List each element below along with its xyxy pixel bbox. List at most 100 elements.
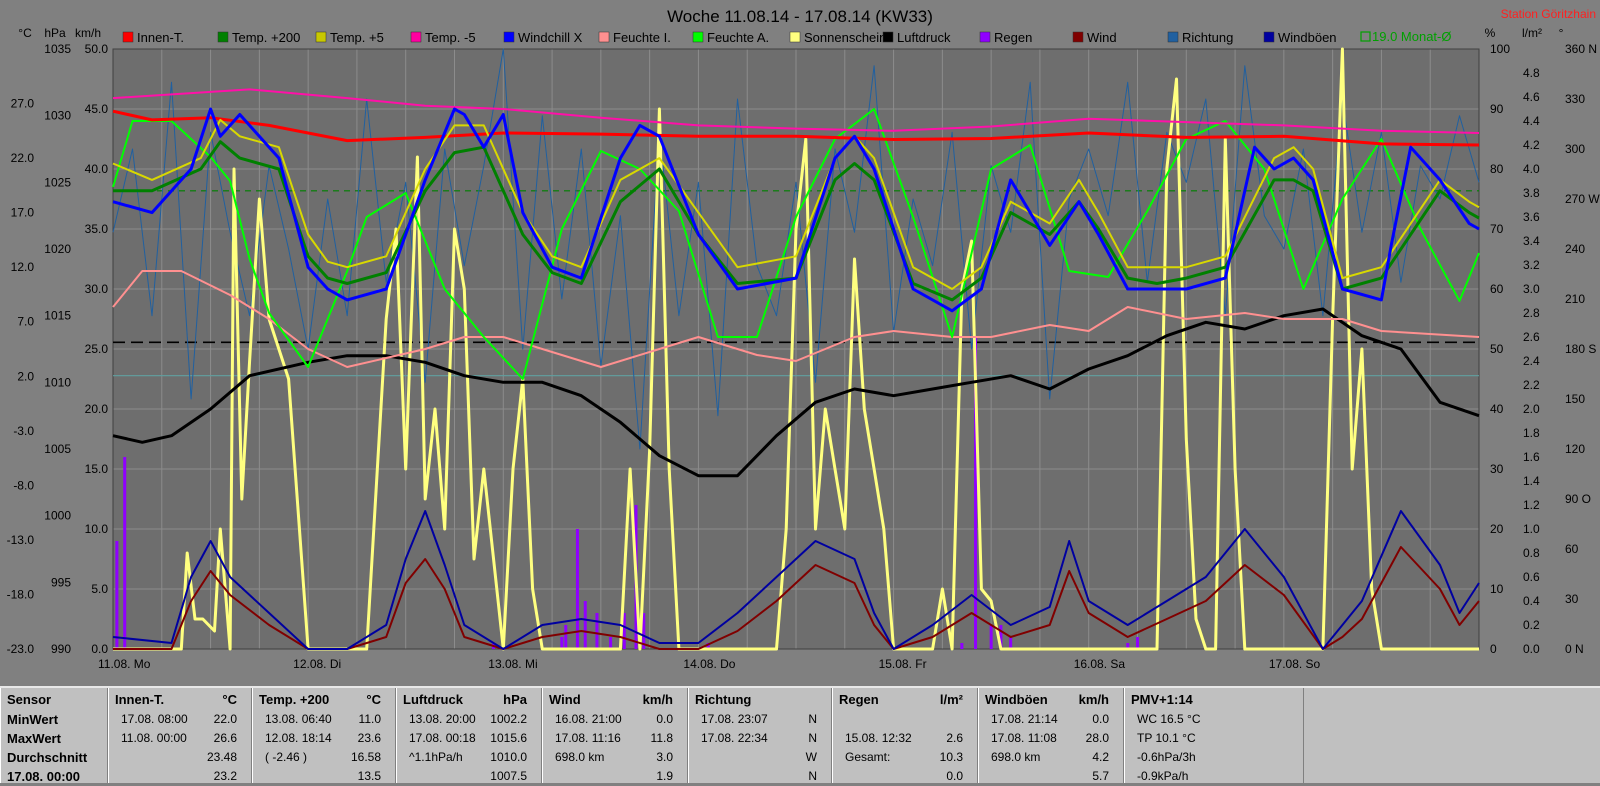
stats-row: 698.0 km 3.0 bbox=[549, 748, 681, 767]
axis-unit-rain: l/m² bbox=[1522, 26, 1542, 40]
stats-cell-value: 11.0 bbox=[358, 712, 381, 726]
legend-swatch bbox=[882, 31, 894, 43]
station-name: Station Göritzhain bbox=[1501, 7, 1596, 21]
rain-tick-label: 4.8 bbox=[1523, 66, 1540, 80]
stats-cell-label: -0.6hPa/3h bbox=[1137, 750, 1196, 764]
rain-bar bbox=[560, 637, 564, 649]
legend-label: Temp. +5 bbox=[330, 30, 384, 45]
stats-cell-value: 23.48 bbox=[206, 750, 237, 764]
stats-header: Richtung bbox=[695, 688, 825, 710]
stats-cell-label: 17.08. 00:18 bbox=[409, 731, 476, 745]
rain-bar bbox=[609, 637, 613, 649]
celsius-tick-label: -13.0 bbox=[7, 533, 35, 547]
stats-cell-label: 17.08. 23:07 bbox=[701, 712, 768, 726]
stats-cell-value: W bbox=[805, 750, 817, 764]
percent-tick-label: 30 bbox=[1490, 462, 1504, 476]
stats-cell-label: 698.0 km bbox=[555, 750, 605, 764]
stats-cell-label: ^1.1hPa/h bbox=[409, 750, 463, 764]
rain-tick-label: 4.6 bbox=[1523, 90, 1540, 104]
direction-tick-label: 240 bbox=[1565, 242, 1585, 256]
rain-bar bbox=[974, 337, 978, 649]
series-line-sonnenschein bbox=[113, 47, 1479, 651]
stats-cell-value: N bbox=[808, 712, 817, 726]
hpa-tick-label: 1000 bbox=[44, 509, 71, 523]
direction-tick-label: 90 O bbox=[1565, 492, 1591, 506]
rain-tick-label: 4.2 bbox=[1523, 138, 1540, 152]
legend-swatch bbox=[410, 31, 422, 43]
rain-bar bbox=[1126, 643, 1130, 649]
kmh-tick-label: 15.0 bbox=[85, 462, 109, 476]
series-line-feuchte-i bbox=[112, 270, 1480, 368]
stats-cell-value: 3.0 bbox=[656, 750, 673, 764]
statistics-panel: Sensor MinWert MaxWert Durchschnitt 17.0… bbox=[0, 686, 1600, 786]
percent-tick-label: 70 bbox=[1490, 222, 1504, 236]
legend-label: Feuchte A. bbox=[707, 30, 769, 45]
stats-cell-value: 22.0 bbox=[213, 712, 237, 726]
rain-tick-label: 1.8 bbox=[1523, 426, 1540, 440]
legend-label: Wind bbox=[1087, 30, 1117, 45]
percent-tick-label: 20 bbox=[1490, 522, 1504, 536]
direction-tick-label: 60 bbox=[1565, 542, 1579, 556]
kmh-tick-label: 50.0 bbox=[85, 42, 109, 56]
stats-row: 17.08. 22:34 N bbox=[695, 729, 825, 748]
stats-cell-value: 26.6 bbox=[213, 731, 237, 745]
stats-row: 23.48 bbox=[115, 748, 245, 767]
stats-cell-label: 698.0 km bbox=[991, 750, 1041, 764]
stats-row: 17.08. 08:00 22.0 bbox=[115, 710, 245, 729]
stats-header-unit: km/h bbox=[1078, 692, 1109, 707]
kmh-tick-label: 10.0 bbox=[85, 522, 109, 536]
stats-row: -0.6hPa/3h bbox=[1131, 748, 1297, 767]
direction-tick-label: 300 bbox=[1565, 142, 1585, 156]
axis-unit-direction: ° bbox=[1559, 26, 1564, 40]
legend-label: Innen-T. bbox=[137, 30, 184, 45]
stats-cell-value: 0.0 bbox=[946, 769, 963, 783]
rain-tick-label: 3.4 bbox=[1523, 234, 1540, 248]
stats-cell-value: 10.3 bbox=[939, 750, 963, 764]
legend-swatch bbox=[315, 31, 327, 43]
rain-bar bbox=[999, 625, 1003, 649]
rain-tick-label: 2.6 bbox=[1523, 330, 1540, 344]
stats-cell-label: 16.08. 21:00 bbox=[555, 712, 622, 726]
stats-header: Temp. +200 °C bbox=[259, 688, 389, 710]
celsius-tick-label: -3.0 bbox=[13, 424, 34, 438]
series-line-innen-t bbox=[112, 109, 1480, 147]
stats-row: 13.08. 06:40 11.0 bbox=[259, 710, 389, 729]
legend-label: Temp. +200 bbox=[232, 30, 300, 45]
direction-tick-label: 330 bbox=[1565, 92, 1585, 106]
stats-cell-label: 17.08. 21:14 bbox=[991, 712, 1058, 726]
plot-border bbox=[112, 48, 1480, 650]
x-tick-label: 16.08. Sa bbox=[1074, 657, 1126, 671]
kmh-tick-label: 45.0 bbox=[85, 102, 109, 116]
rain-bar bbox=[960, 643, 964, 649]
celsius-tick-label: 12.0 bbox=[11, 260, 35, 274]
legend-label: Windböen bbox=[1278, 30, 1337, 45]
rain-bar bbox=[1136, 637, 1139, 649]
stats-cell-label: Gesamt: bbox=[845, 750, 891, 764]
stats-header-sensor: Sensor bbox=[7, 692, 52, 707]
stats-cell-value: 2.6 bbox=[946, 731, 963, 745]
stats-cell-label: 12.08. 18:14 bbox=[265, 731, 332, 745]
stats-cell-label: -0.9kPa/h bbox=[1137, 769, 1189, 783]
rain-bar bbox=[706, 643, 710, 649]
stats-header: Wind km/h bbox=[549, 688, 681, 710]
celsius-tick-label: -23.0 bbox=[7, 642, 35, 656]
legend-swatch bbox=[217, 31, 229, 43]
stats-row: 1007.5 bbox=[403, 767, 535, 786]
legend-label: Windchill X bbox=[518, 30, 583, 45]
x-tick-label: 15.08. Fr bbox=[879, 657, 927, 671]
stats-cell-value: 23.6 bbox=[357, 731, 381, 745]
axis-unit-percent: % bbox=[1485, 26, 1496, 40]
legend-swatch bbox=[789, 31, 801, 43]
stats-cell-value: 0.0 bbox=[1092, 712, 1109, 726]
stats-row: 15.08. 12:32 2.6 bbox=[839, 729, 971, 748]
percent-tick-label: 0 bbox=[1490, 642, 1497, 656]
stats-cell-value: 1007.5 bbox=[490, 769, 527, 783]
stats-header: Regen l/m² bbox=[839, 688, 971, 710]
stats-row: 17.08. 23:07 N bbox=[695, 710, 825, 729]
direction-tick-label: 150 bbox=[1565, 392, 1585, 406]
legend-swatch bbox=[979, 31, 991, 43]
rain-tick-label: 4.4 bbox=[1523, 114, 1540, 128]
kmh-tick-label: 5.0 bbox=[91, 582, 108, 596]
legend-swatch bbox=[1360, 31, 1371, 42]
hpa-tick-label: 1010 bbox=[44, 375, 71, 389]
